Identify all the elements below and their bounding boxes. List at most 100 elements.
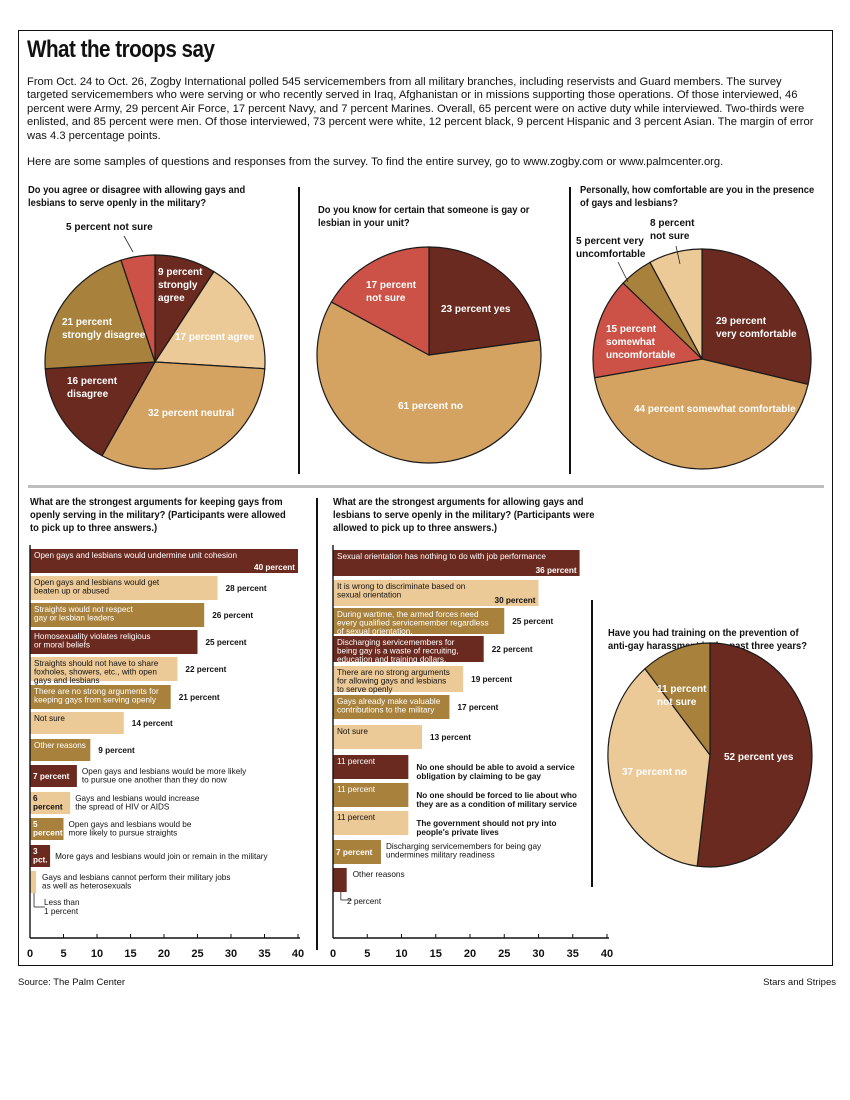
pie-label-somewhat-uncomfortable: 15 percent somewhat uncomfortable xyxy=(606,324,676,361)
bar xyxy=(30,603,205,627)
x-tick-label: 25 xyxy=(191,948,203,960)
pie-slice-very-comfortable xyxy=(701,248,812,386)
bar-value-label: 25 percent xyxy=(206,638,247,647)
bar-category-label: Homosexuality violates religious or moral… xyxy=(34,632,151,650)
pie-slice-yes xyxy=(428,246,541,356)
bar-note-label: 2 percent xyxy=(347,897,382,906)
pie-3-title: Personally, how comfortable are you in t… xyxy=(580,185,815,209)
bar-category-label: Discharging servicemembers for being gay… xyxy=(386,842,542,860)
bar xyxy=(30,685,171,709)
pie-label-no: 61 percent no xyxy=(398,401,463,412)
bar-value-label: 22 percent xyxy=(492,645,533,654)
bar xyxy=(30,845,51,867)
pie-label-agree: 17 percent agree xyxy=(175,332,255,343)
pie-slice-somewhat-comfortable xyxy=(593,358,809,470)
pie-label-somewhat-comfortable: 44 percent somewhat comfortable xyxy=(634,404,796,415)
x-tick-label: 30 xyxy=(532,948,544,960)
bar xyxy=(30,739,91,761)
pie-label-yes: 52 percent yes xyxy=(724,752,794,763)
intro-note: Here are some samples of questions and r… xyxy=(27,156,724,168)
pie-label-no: 37 percent no xyxy=(622,767,687,778)
x-tick-label: 30 xyxy=(225,948,237,960)
bar-category-label: 11 percent xyxy=(337,813,376,822)
bar-value-label: 22 percent xyxy=(185,665,226,674)
bar-2-title: What are the strongest arguments for all… xyxy=(333,497,595,534)
pie-slice-somewhat-uncomfortable xyxy=(592,282,704,379)
pie-slice-neutral xyxy=(101,361,266,470)
bar-value-label: 7 percent xyxy=(33,772,70,781)
bar-value-label: 7 percent xyxy=(336,848,373,857)
bar-value-label: 5 percent xyxy=(33,820,63,838)
bar-value-label: No one should be able to avoid a service… xyxy=(416,763,575,781)
bar xyxy=(30,712,124,734)
leader-line xyxy=(617,261,629,283)
bar-value-label: 19 percent xyxy=(471,675,512,684)
bar-value-label: 28 percent xyxy=(226,584,267,593)
pie-slice-not-sure xyxy=(330,246,430,357)
bar xyxy=(30,871,37,893)
source-note: Source: The Palm Center xyxy=(18,977,126,988)
bar-category-label: Gays and lesbians would increase the spre… xyxy=(75,794,200,812)
bar-value-label: 21 percent xyxy=(179,693,220,702)
x-tick-label: 20 xyxy=(158,948,170,960)
intro-paragraph: From Oct. 24 to Oct. 26, Zogby Internati… xyxy=(27,76,814,142)
bar-category-label: Other reasons xyxy=(353,870,405,879)
x-tick-label: 0 xyxy=(330,948,336,960)
bar-value-label: 3 pct. xyxy=(33,847,48,865)
bar-category-label: Not sure xyxy=(337,727,368,736)
bar xyxy=(30,630,198,654)
bar xyxy=(333,666,464,692)
pie-slice-no xyxy=(607,667,711,867)
divider-top-2 xyxy=(569,187,571,474)
x-tick-label: 15 xyxy=(430,948,442,960)
divider-top-1 xyxy=(298,187,300,474)
pie-label-strongly-disagree: 21 percent strongly disagree xyxy=(62,317,146,341)
bar-category-label: Gays and lesbians cannot perform their m… xyxy=(42,873,230,891)
pie-2-title: Do you know for certain that someone is … xyxy=(318,205,530,229)
bar xyxy=(333,783,409,807)
bar-category-label: Not sure xyxy=(34,714,65,723)
pie-slice-yes xyxy=(696,642,813,868)
bar xyxy=(30,549,298,573)
pie-1-title: Do you agree or disagree with allowing g… xyxy=(28,185,246,209)
bar-category-label: Open gays and lesbians would be more lik… xyxy=(82,767,247,785)
pie-label-not-sure: 11 percent not sure xyxy=(657,684,707,708)
pie-label-not-sure: 5 percent not sure xyxy=(66,222,153,233)
bar xyxy=(30,792,71,814)
x-tick-label: 5 xyxy=(364,948,370,960)
x-tick-label: 40 xyxy=(601,948,613,960)
pie-slice-not-sure xyxy=(649,248,703,360)
bar-category-label: Other reasons xyxy=(34,741,86,750)
divider-bottom-2 xyxy=(591,600,593,887)
x-tick-label: 35 xyxy=(567,948,579,960)
bar-value-label: 30 percent xyxy=(495,596,536,605)
pie-slice-disagree xyxy=(44,361,157,457)
bar xyxy=(30,576,218,600)
bar xyxy=(333,811,409,835)
pie-slice-strongly-disagree xyxy=(44,259,156,370)
bar-category-label: There are no strong arguments for keeping… xyxy=(34,687,159,705)
pie-slice-not-sure xyxy=(120,254,156,363)
bar xyxy=(333,868,347,892)
bar-category-label: Straights would not respect gay or lesbia… xyxy=(34,605,133,623)
bar-1-title: What are the strongest arguments for kee… xyxy=(30,497,286,534)
bar-value-label: 40 percent xyxy=(254,563,295,572)
headline: What the troops say xyxy=(27,36,215,63)
bar-value-label: The government should not pry into people… xyxy=(416,819,556,837)
bar xyxy=(333,636,484,662)
leader-line xyxy=(675,245,681,265)
bar-category-label: Straights should not have to share foxhol… xyxy=(34,659,159,685)
bar-category-label: Gays already make valuable contributions … xyxy=(337,697,441,715)
x-tick-label: 20 xyxy=(464,948,476,960)
bar xyxy=(30,818,64,840)
bar xyxy=(333,608,505,634)
x-tick-label: 5 xyxy=(60,948,66,960)
divider-bottom-1 xyxy=(316,498,318,950)
pie-label-not-sure: 8 percent not sure xyxy=(650,218,695,242)
leader-line xyxy=(123,235,134,253)
bar-category-label: Open gays and lesbians would be more like… xyxy=(69,820,192,838)
